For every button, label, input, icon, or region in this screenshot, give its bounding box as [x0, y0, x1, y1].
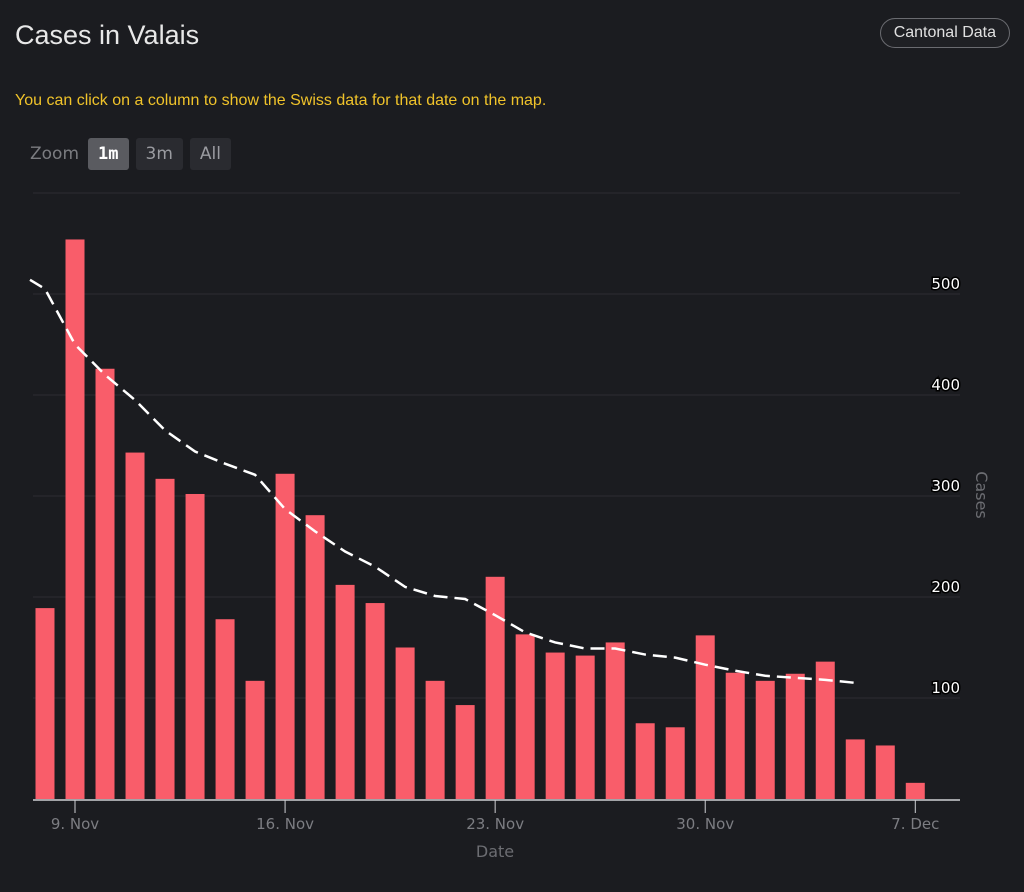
average-line: [29, 278, 856, 685]
zoom-3m-button[interactable]: 3m: [135, 138, 183, 170]
bar-24-nov[interactable]: [515, 634, 535, 799]
bar-25-nov[interactable]: [545, 652, 565, 799]
bar-11-nov[interactable]: [125, 452, 145, 799]
bar-20-nov[interactable]: [395, 647, 415, 800]
y-tick-label: 200: [931, 578, 960, 596]
bar-18-nov[interactable]: [335, 584, 355, 799]
x-axis-title: Date: [476, 842, 514, 861]
bar-8-nov[interactable]: [35, 608, 55, 799]
bar-7-dec[interactable]: [905, 782, 925, 799]
bar-21-nov[interactable]: [425, 680, 445, 799]
bar-23-nov[interactable]: [485, 576, 505, 799]
cantonal-data-button[interactable]: Cantonal Data: [879, 18, 1010, 48]
bar-1-dec[interactable]: [725, 672, 745, 799]
x-tick-label: 30. Nov: [676, 815, 734, 833]
bar-3-dec[interactable]: [785, 673, 805, 799]
zoom-label: Zoom: [30, 144, 80, 164]
zoom-selector: Zoom 1m 3m All: [30, 138, 231, 170]
bar-9-nov[interactable]: [65, 239, 85, 799]
bar-15-nov[interactable]: [245, 680, 265, 799]
y-tick-label: 300: [931, 477, 960, 495]
bar-5-dec[interactable]: [845, 739, 865, 799]
bar-14-nov[interactable]: [215, 619, 235, 799]
bar-28-nov[interactable]: [635, 723, 655, 799]
bar-16-nov[interactable]: [275, 473, 295, 799]
y-tick-label: 100: [931, 679, 960, 697]
bar-6-dec[interactable]: [875, 745, 895, 799]
hint-text: You can click on a column to show the Sw…: [15, 92, 547, 109]
y-tick-label: 400: [931, 376, 960, 394]
y-tick-label: 500: [931, 275, 960, 293]
x-tick-label: 7. Dec: [891, 815, 939, 833]
bar-12-nov[interactable]: [155, 478, 175, 799]
bar-30-nov[interactable]: [695, 635, 715, 799]
zoom-all-button[interactable]: All: [189, 138, 231, 170]
bar-4-dec[interactable]: [815, 661, 835, 799]
bar-19-nov[interactable]: [365, 603, 385, 799]
zoom-1m-button[interactable]: 1m: [88, 138, 129, 170]
x-tick-label: 9. Nov: [51, 815, 99, 833]
bar-26-nov[interactable]: [575, 655, 595, 799]
bar-2-dec[interactable]: [755, 680, 775, 799]
bar-17-nov[interactable]: [305, 515, 325, 799]
y-axis-title: Cases: [972, 471, 991, 519]
chart-title: Cases in Valais: [15, 20, 200, 50]
bar-27-nov[interactable]: [605, 642, 625, 799]
bar-10-nov[interactable]: [95, 368, 115, 799]
bar-13-nov[interactable]: [185, 493, 205, 799]
bar-22-nov[interactable]: [455, 705, 475, 799]
x-tick-label: 23. Nov: [466, 815, 524, 833]
bar-29-nov[interactable]: [665, 727, 685, 799]
x-tick-label: 16. Nov: [256, 815, 314, 833]
